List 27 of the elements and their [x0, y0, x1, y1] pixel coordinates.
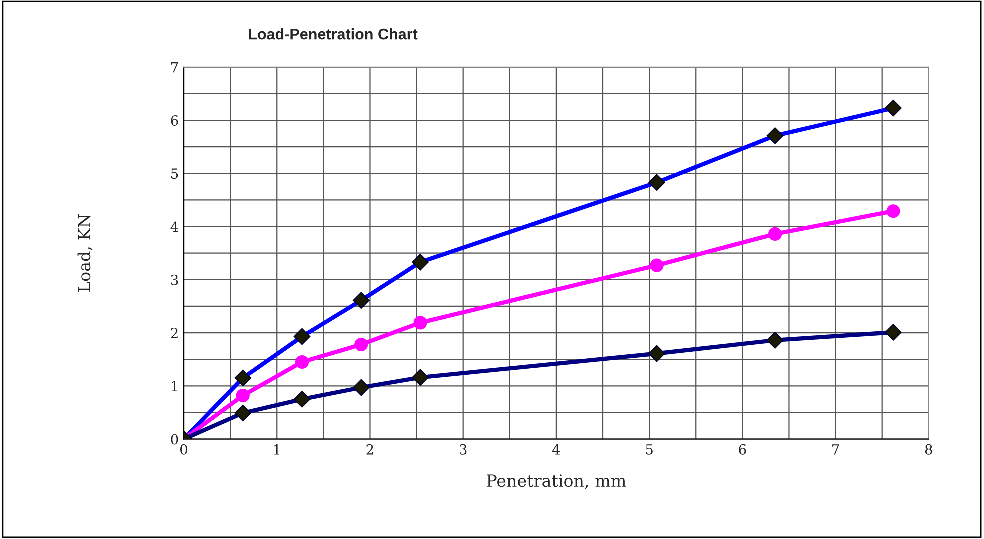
point: [768, 227, 782, 241]
y-tick-label: 3: [171, 274, 178, 286]
x-tick-label: 8: [925, 444, 932, 455]
y-tick-label: 7: [171, 62, 178, 73]
y-tick-label: 1: [172, 381, 178, 392]
x-axis-title: Penetration, mm: [487, 474, 626, 490]
x-tick-label: 3: [460, 444, 467, 455]
y-tick-label: 4: [170, 222, 178, 232]
point: [354, 338, 368, 352]
chart-title: Load-Penetration Chart: [249, 28, 418, 40]
x-tick-label: 2: [366, 444, 374, 455]
point: [236, 388, 250, 402]
y-axis-title: Load, KN: [78, 214, 93, 292]
x-tick-label: 0: [180, 444, 188, 455]
x-tick-label: 7: [832, 444, 840, 455]
x-tick-label: 4: [552, 444, 560, 455]
x-tick-label: 5: [646, 444, 653, 455]
point: [414, 316, 428, 330]
point: [886, 204, 900, 218]
x-tick-label: 6: [739, 444, 746, 455]
y-tick-label: 0: [171, 434, 178, 445]
y-tick-label: 5: [171, 168, 178, 180]
y-tick-label: 6: [171, 115, 178, 126]
point: [295, 355, 310, 370]
point: [650, 258, 664, 272]
y-tick-label: 2: [171, 328, 178, 338]
x-tick-label: 1: [274, 444, 280, 455]
